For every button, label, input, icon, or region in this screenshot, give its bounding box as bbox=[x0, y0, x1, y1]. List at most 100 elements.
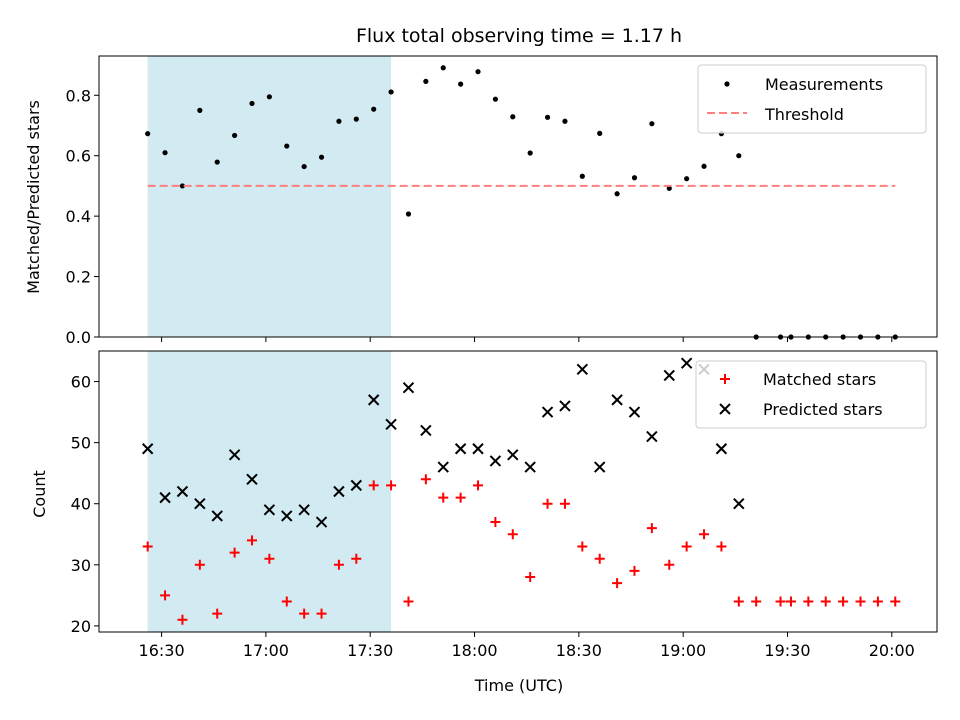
top-measurement-point bbox=[249, 100, 255, 107]
bottom-predicted-point bbox=[489, 455, 502, 467]
bottom-matched-point bbox=[299, 608, 310, 619]
bottom-matched-point bbox=[629, 565, 640, 576]
legend-measurements-label: Measurements bbox=[765, 75, 883, 94]
bottom-y-axis-label: Count bbox=[30, 470, 49, 518]
bottom-predicted-point bbox=[472, 443, 484, 455]
bottom-matched-point bbox=[716, 541, 727, 552]
bottom-predicted-point bbox=[315, 516, 328, 528]
bottom-matched-point bbox=[455, 492, 466, 503]
x-axis-label: Time (UTC) bbox=[474, 676, 563, 695]
bottom-x-tick-label: 16:30 bbox=[139, 641, 185, 660]
bottom-matched-point bbox=[333, 559, 344, 570]
top-measurement-point bbox=[179, 183, 186, 189]
top-measurement-point bbox=[510, 114, 516, 120]
bottom-predicted-point bbox=[437, 461, 449, 473]
top-measurement-point bbox=[405, 211, 412, 217]
legend-measurements-marker bbox=[724, 81, 730, 87]
bottom-y-tick-label: 60 bbox=[71, 373, 91, 392]
bottom-matched-point bbox=[473, 480, 484, 491]
bottom-legend: Matched stars Predicted stars bbox=[695, 360, 927, 429]
top-measurement-point bbox=[475, 69, 481, 75]
bottom-predicted-point bbox=[194, 498, 206, 510]
bottom-matched-point bbox=[872, 596, 883, 607]
bottom-matched-point bbox=[525, 572, 536, 583]
bottom-matched-point bbox=[803, 596, 814, 607]
bottom-predicted-point bbox=[454, 443, 467, 455]
bottom-matched-point bbox=[507, 529, 518, 540]
top-measurement-point bbox=[736, 153, 742, 159]
bottom-x-tick-label: 18:00 bbox=[451, 641, 497, 660]
top-measurement-point bbox=[458, 81, 464, 87]
bottom-predicted-point bbox=[611, 394, 623, 406]
top-measurement-point bbox=[597, 130, 603, 136]
bottom-x-tick-label: 17:00 bbox=[243, 641, 289, 660]
bottom-axes-frame bbox=[98, 350, 938, 633]
top-measurement-point bbox=[353, 116, 359, 122]
bottom-matched-point bbox=[142, 541, 153, 552]
top-measurement-point bbox=[318, 154, 325, 160]
bottom-predicted-point bbox=[246, 473, 258, 485]
top-y-tick-label: 0.6 bbox=[66, 147, 91, 166]
bottom-y-tick-label: 40 bbox=[71, 495, 91, 514]
bottom-matched-point bbox=[751, 596, 762, 607]
chart-title: Flux total observing time = 1.17 h bbox=[356, 25, 682, 47]
bottom-predicted-point bbox=[263, 504, 276, 516]
bottom-matched-point bbox=[594, 553, 605, 564]
bottom-matched-point bbox=[820, 596, 831, 607]
bottom-matched-point bbox=[490, 517, 501, 528]
top-measurement-point bbox=[197, 107, 203, 113]
bottom-predicted-point bbox=[159, 491, 171, 504]
bottom-predicted-point bbox=[350, 479, 363, 492]
bottom-matched-point bbox=[420, 474, 431, 485]
top-measurement-point bbox=[649, 121, 655, 127]
bottom-predicted-point bbox=[420, 424, 432, 437]
top-measurement-point bbox=[284, 143, 290, 149]
top-shaded-region bbox=[147, 56, 392, 337]
top-panel: 0.0 0.2 0.4 0.6 0.8 bbox=[66, 55, 938, 347]
top-y-axis-label: Matched/Predicted stars bbox=[24, 100, 43, 294]
bottom-predicted-point bbox=[367, 394, 380, 406]
top-measurement-point bbox=[527, 150, 533, 156]
top-measurement-point bbox=[266, 94, 272, 100]
top-legend-box bbox=[697, 64, 927, 134]
bottom-matched-point bbox=[229, 547, 240, 558]
bottom-predicted-point bbox=[733, 498, 745, 510]
top-measurement-point bbox=[371, 106, 377, 112]
bottom-matched-point bbox=[646, 523, 657, 534]
bottom-predicted-point bbox=[680, 357, 693, 369]
top-y-tick-label: 0.0 bbox=[66, 328, 91, 347]
legend-predicted-label: Predicted stars bbox=[763, 400, 883, 419]
bottom-matched-point bbox=[855, 596, 866, 607]
bottom-matched-point bbox=[699, 529, 710, 540]
bottom-matched-point bbox=[281, 596, 292, 607]
bottom-matched-point bbox=[368, 480, 379, 491]
bottom-matched-point bbox=[212, 608, 223, 619]
bottom-predicted-point bbox=[281, 510, 293, 522]
bottom-x-tick-label: 19:30 bbox=[764, 641, 810, 660]
bottom-matched-point bbox=[577, 541, 588, 552]
bottom-matched-point bbox=[785, 596, 796, 607]
bottom-x-tick-label: 20:00 bbox=[869, 641, 915, 660]
bottom-matched-point bbox=[838, 596, 849, 607]
bottom-predicted-point bbox=[298, 504, 310, 516]
bottom-predicted-point bbox=[333, 485, 345, 498]
bottom-matched-point bbox=[403, 596, 414, 607]
bottom-predicted-point bbox=[628, 406, 641, 418]
bottom-predicted-point bbox=[141, 443, 154, 455]
top-measurement-point bbox=[145, 131, 151, 137]
bottom-matched-point bbox=[681, 541, 692, 552]
bottom-matched-point bbox=[351, 553, 362, 564]
bottom-predicted-point bbox=[524, 461, 536, 473]
bottom-y-tick-label: 30 bbox=[71, 556, 91, 575]
bottom-predicted-point bbox=[594, 461, 606, 473]
top-measurement-point bbox=[544, 114, 551, 120]
top-axes-frame bbox=[98, 55, 938, 338]
bottom-x-tick-label: 18:30 bbox=[556, 641, 602, 660]
bottom-matched-point bbox=[246, 535, 257, 546]
bottom-matched-point bbox=[542, 498, 553, 509]
bottom-matched-point bbox=[160, 590, 171, 601]
bottom-predicted-point bbox=[646, 430, 658, 443]
bottom-predicted-point bbox=[507, 449, 519, 461]
bottom-matched-point bbox=[612, 578, 623, 589]
